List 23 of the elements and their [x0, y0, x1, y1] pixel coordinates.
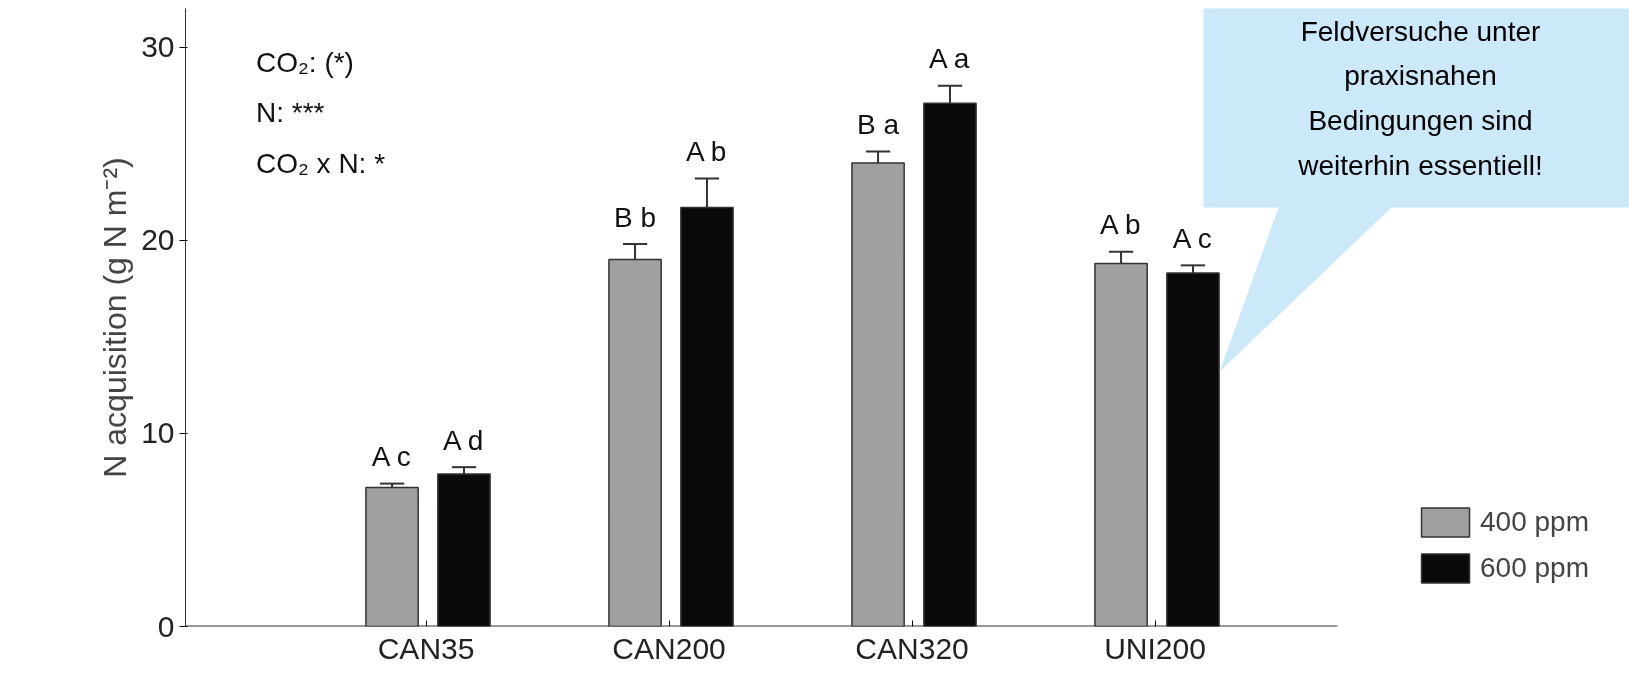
legend-label: 400 ppm	[1480, 506, 1589, 538]
y-tick-label: 0	[157, 609, 175, 643]
x-tick-label: CAN35	[377, 631, 475, 665]
annotation: Feldversuche unter praxisnahen Bedingungen sind weiterhin essentiell!	[1297, 15, 1543, 182]
legend-label: 600 ppm	[1480, 552, 1589, 584]
y-tick-label: 10	[141, 416, 175, 450]
data-label: A c	[1172, 222, 1212, 254]
annotation: CO₂ x N: *	[255, 147, 386, 179]
data-label: A c	[371, 441, 411, 472]
x-tick-label: UNI200	[1104, 631, 1206, 665]
data-label: B a	[857, 108, 900, 140]
y-axis-title: N acquisition (g N m⁻²)	[97, 157, 134, 478]
data-label: A b	[1100, 209, 1141, 241]
data-label: A a	[928, 43, 970, 75]
annotation: N: ***	[255, 97, 325, 129]
data-label: B b	[614, 201, 657, 233]
y-tick-label: 30	[141, 30, 175, 64]
data-label: A d	[442, 424, 484, 456]
annotation: CO₂: (*)	[255, 47, 354, 79]
y-tick-label: 20	[141, 223, 175, 257]
x-tick-label: CAN200	[612, 631, 726, 665]
data-label: A b	[685, 135, 727, 167]
x-tick-label: CAN320	[855, 631, 969, 665]
